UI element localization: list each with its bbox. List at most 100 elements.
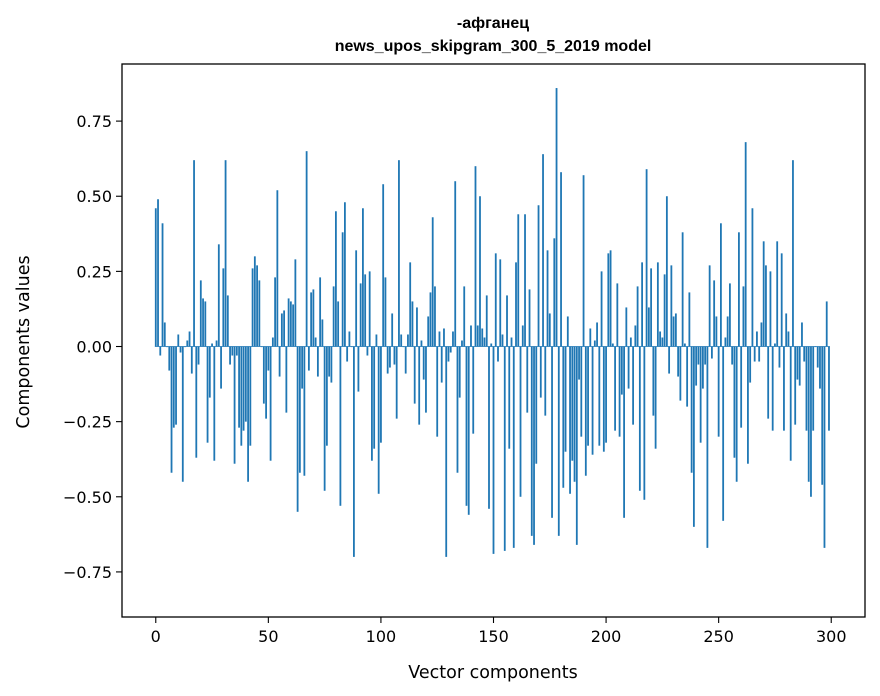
bar xyxy=(816,346,819,368)
bar xyxy=(202,298,204,347)
y-tick-label: 0.50 xyxy=(76,187,112,206)
bar xyxy=(357,346,360,392)
bar xyxy=(526,346,529,413)
bar xyxy=(530,346,533,536)
bar xyxy=(778,346,781,368)
bar xyxy=(765,265,767,347)
bar xyxy=(339,346,342,506)
bar xyxy=(706,346,709,548)
bar xyxy=(611,343,614,347)
bar xyxy=(749,346,752,383)
bar xyxy=(235,346,238,356)
bar xyxy=(404,346,407,374)
bar xyxy=(242,346,245,431)
bar xyxy=(747,346,749,464)
bar xyxy=(341,232,344,347)
bar xyxy=(771,346,774,431)
bar xyxy=(501,334,504,347)
bar xyxy=(413,346,416,404)
bar xyxy=(548,313,551,347)
bar xyxy=(794,346,797,425)
bar xyxy=(542,154,544,347)
bar xyxy=(391,313,394,347)
bar xyxy=(731,346,734,365)
bar xyxy=(154,208,157,347)
bar xyxy=(605,346,607,443)
bar xyxy=(186,340,189,347)
bar xyxy=(701,346,704,389)
bar xyxy=(798,346,801,386)
bar xyxy=(434,286,436,347)
bar xyxy=(564,346,567,452)
bar xyxy=(353,346,355,557)
bar xyxy=(614,346,616,431)
bar xyxy=(503,346,506,551)
bar xyxy=(168,346,171,371)
bar xyxy=(767,346,770,419)
bar xyxy=(497,346,499,362)
bar xyxy=(810,346,812,497)
bar xyxy=(465,346,468,506)
bar xyxy=(695,346,698,386)
bar xyxy=(488,346,490,509)
bar xyxy=(395,346,398,419)
y-axis-label: Components values xyxy=(14,255,34,428)
bar xyxy=(362,208,364,347)
bar xyxy=(161,223,164,347)
bar xyxy=(679,346,682,401)
bar xyxy=(195,346,198,458)
bar xyxy=(652,346,655,416)
bar xyxy=(512,346,515,548)
bar xyxy=(751,208,754,347)
bar xyxy=(330,346,333,383)
bar xyxy=(193,160,195,347)
bar xyxy=(337,301,340,347)
bar xyxy=(699,346,702,443)
bar xyxy=(431,217,434,347)
bar xyxy=(220,346,222,389)
bar xyxy=(744,142,747,347)
bar xyxy=(393,346,396,365)
bar xyxy=(366,346,369,356)
bar xyxy=(573,346,576,482)
bar xyxy=(409,262,412,347)
bar xyxy=(674,313,677,347)
bar xyxy=(436,346,439,437)
bar xyxy=(632,346,634,425)
bar xyxy=(355,250,358,347)
bar xyxy=(690,346,693,473)
bar xyxy=(199,280,202,347)
bar xyxy=(760,322,763,347)
bar xyxy=(593,340,596,347)
bar xyxy=(546,250,549,347)
bar xyxy=(371,346,373,461)
bar xyxy=(175,346,177,425)
bar xyxy=(686,346,689,407)
bar xyxy=(375,334,378,347)
y-tick-label: −0.75 xyxy=(63,563,112,582)
bar xyxy=(582,175,585,347)
bar xyxy=(780,253,783,347)
y-tick-label: 0.00 xyxy=(76,338,112,357)
bar xyxy=(828,346,830,431)
bar xyxy=(476,325,479,347)
bar xyxy=(222,268,225,347)
bar xyxy=(190,346,193,374)
y-tick-label: 0.75 xyxy=(76,112,112,131)
bar xyxy=(506,295,508,347)
bar xyxy=(274,277,277,347)
bar xyxy=(305,151,308,347)
bar xyxy=(665,196,668,347)
bar xyxy=(429,292,432,347)
bar xyxy=(758,346,761,362)
bar xyxy=(645,169,648,347)
bar xyxy=(307,346,310,371)
bar xyxy=(458,346,461,398)
bar xyxy=(670,265,673,347)
bar xyxy=(258,280,261,347)
bar xyxy=(425,346,427,413)
y-tick-label: 0.25 xyxy=(76,262,112,281)
bar xyxy=(445,346,448,557)
bar xyxy=(774,343,776,347)
bar xyxy=(600,271,603,347)
